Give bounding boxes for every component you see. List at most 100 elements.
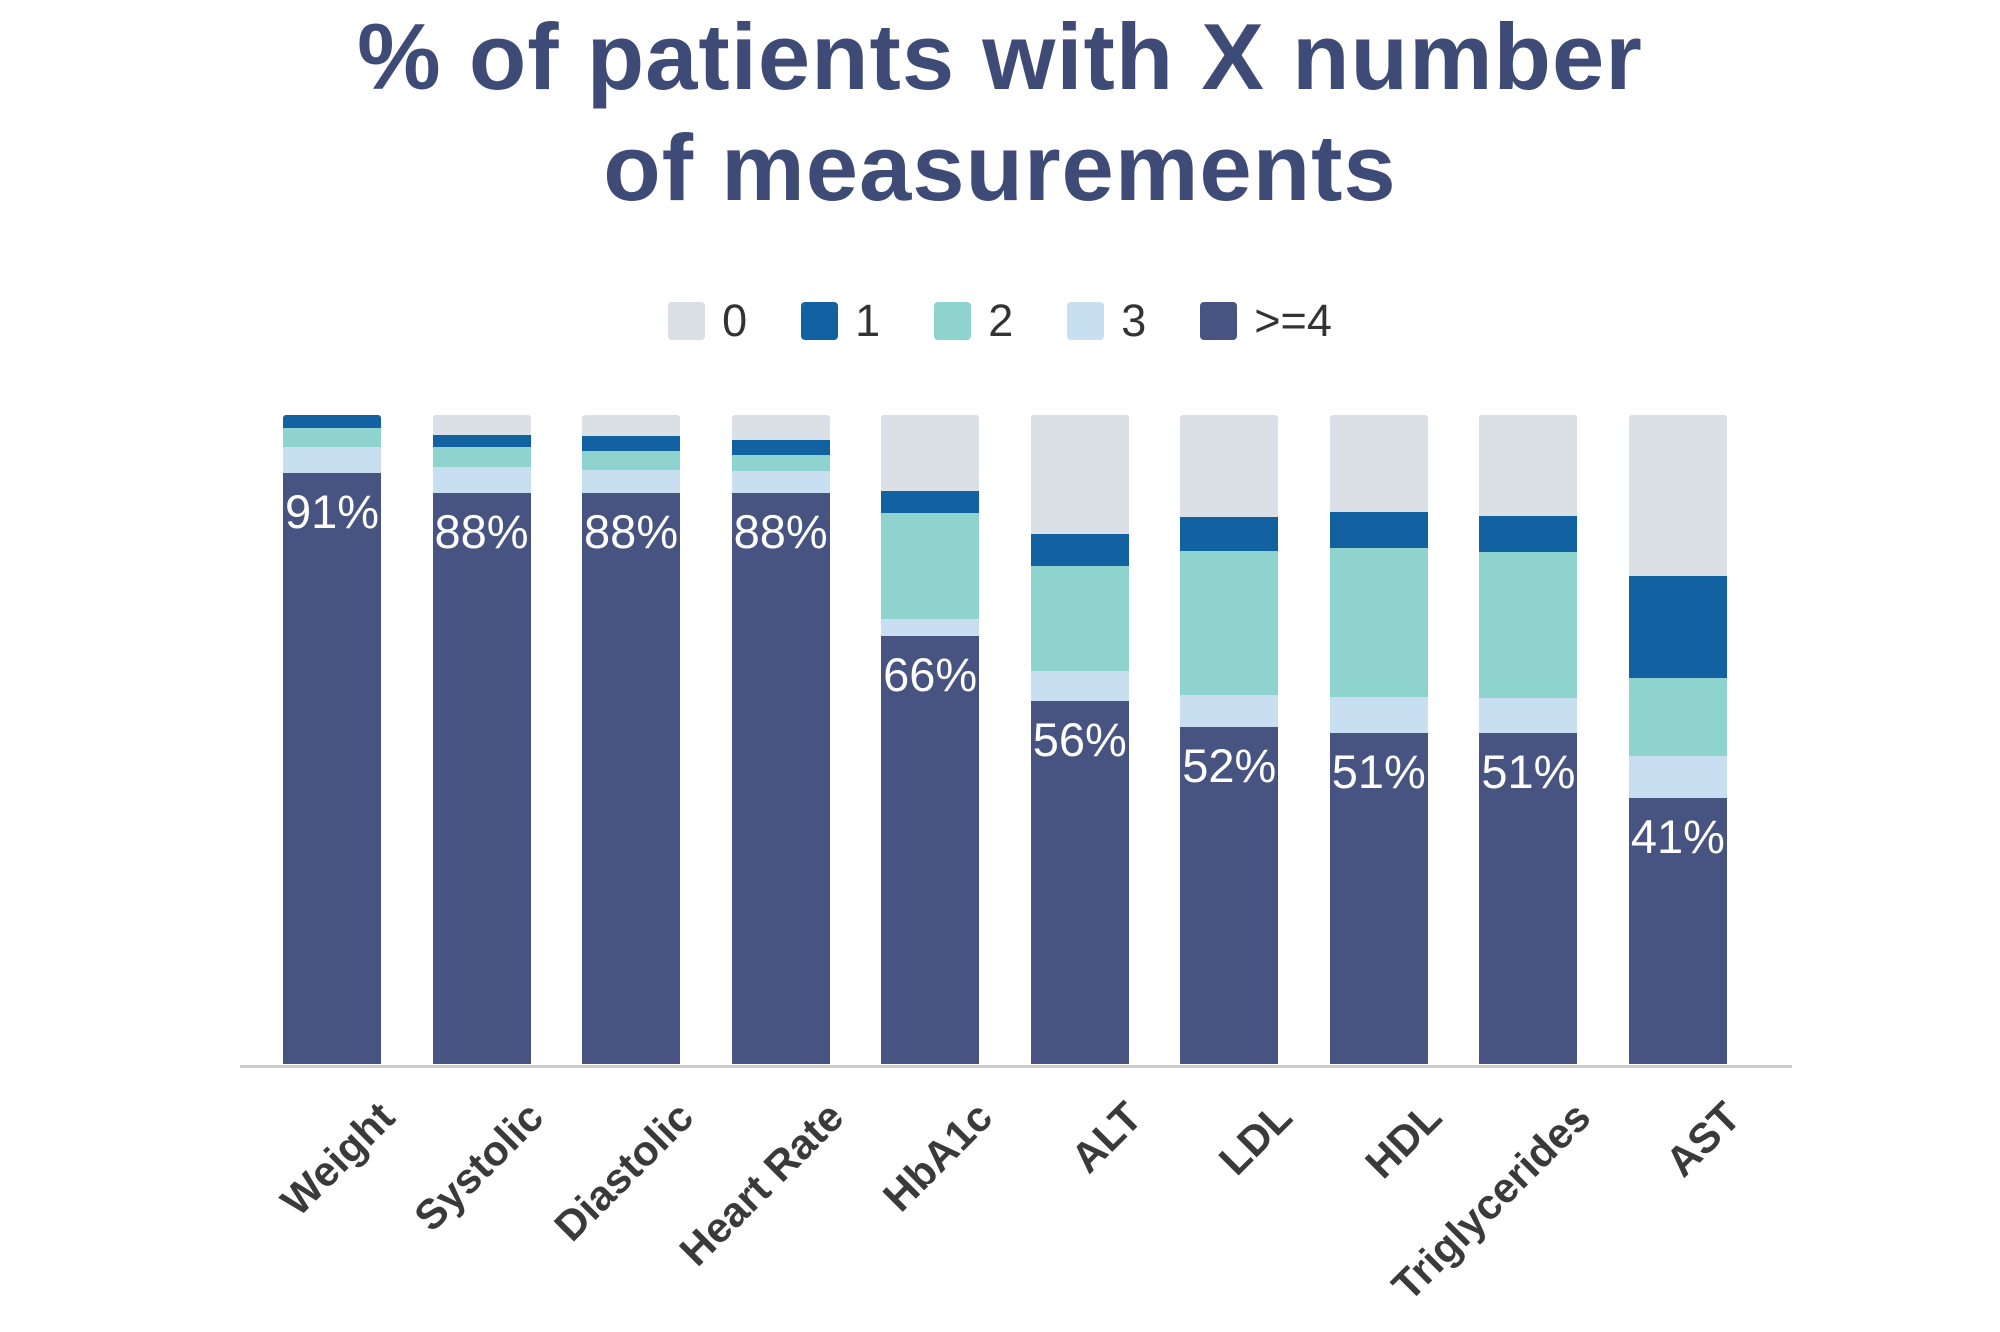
bar-segment-1 bbox=[1180, 516, 1279, 551]
bar-segment-0 bbox=[881, 415, 980, 491]
bar-segment-2 bbox=[1329, 548, 1428, 698]
bar-segment-ge4: 88% bbox=[582, 492, 681, 1064]
bar-segment-3 bbox=[283, 447, 381, 474]
bar-segment-2 bbox=[582, 450, 681, 471]
bar-hba1c: 66% bbox=[881, 415, 980, 1064]
bar-segment-3 bbox=[731, 470, 830, 493]
legend-swatch-icon bbox=[1067, 301, 1105, 340]
bar-segment-0 bbox=[432, 415, 531, 435]
bar-segment-0 bbox=[1030, 415, 1129, 535]
bar-value-label: 41% bbox=[1630, 809, 1725, 863]
bar-segment-ge4: 41% bbox=[1628, 797, 1727, 1064]
bar-segment-2 bbox=[1180, 550, 1279, 696]
bar-segment-3 bbox=[1628, 755, 1727, 798]
bar-ldl: 52% bbox=[1180, 415, 1279, 1064]
legend-swatch-icon bbox=[668, 301, 706, 340]
bars-container: 91% 88% 88% 88% 66% 56% 52% 51% 51% 41% bbox=[283, 415, 1727, 1064]
legend-label: 2 bbox=[988, 295, 1014, 346]
bar-value-label: 88% bbox=[434, 504, 529, 558]
bar-segment-ge4: 56% bbox=[1030, 700, 1129, 1064]
bar-alt: 56% bbox=[1030, 415, 1129, 1064]
bar-segment-3 bbox=[582, 470, 681, 493]
bar-segment-0 bbox=[1479, 415, 1578, 517]
bar-segment-ge4: 51% bbox=[1329, 733, 1428, 1064]
bar-hdl: 51% bbox=[1329, 415, 1428, 1064]
bar-diastolic: 88% bbox=[582, 415, 681, 1064]
bar-weight: 91% bbox=[283, 415, 381, 1064]
bar-value-label: 51% bbox=[1331, 745, 1426, 799]
bar-segment-ge4: 66% bbox=[881, 635, 980, 1064]
bar-segment-1 bbox=[1628, 575, 1727, 678]
bar-segment-3 bbox=[1479, 697, 1578, 734]
bar-segment-1 bbox=[881, 490, 980, 514]
x-axis-label-hdl: HDL bbox=[1355, 1092, 1451, 1188]
bar-segment-ge4: 91% bbox=[283, 473, 381, 1064]
bar-segment-1 bbox=[283, 415, 381, 428]
bar-value-label: 56% bbox=[1032, 712, 1127, 766]
chart-title-line-1: % of patients with X number bbox=[357, 4, 1643, 109]
bar-segment-2 bbox=[432, 447, 531, 467]
legend-swatch-icon bbox=[801, 301, 839, 340]
bar-segment-1 bbox=[432, 434, 531, 448]
bar-segment-3 bbox=[1180, 695, 1279, 727]
x-axis-label-alt: ALT bbox=[1062, 1092, 1151, 1182]
bar-value-label: 88% bbox=[733, 504, 828, 558]
x-axis-label-hba1c: HbA1c bbox=[874, 1092, 1002, 1221]
bar-segment-1 bbox=[731, 439, 830, 455]
bar-segment-ge4: 88% bbox=[432, 492, 531, 1064]
legend-swatch-icon bbox=[934, 301, 972, 340]
bar-segment-2 bbox=[1628, 677, 1727, 756]
bar-segment-3 bbox=[881, 618, 980, 636]
legend-item-3: 3 bbox=[1067, 298, 1146, 343]
legend-label: 1 bbox=[855, 295, 881, 346]
legend-item-4: >=4 bbox=[1200, 298, 1332, 343]
bar-triglycerides: 51% bbox=[1479, 415, 1578, 1064]
bar-heart-rate: 88% bbox=[731, 415, 830, 1064]
legend-item-2: 2 bbox=[934, 298, 1013, 343]
bar-segment-0 bbox=[1329, 415, 1428, 513]
bar-segment-2 bbox=[881, 513, 980, 619]
x-axis-label-weight: Weight bbox=[271, 1092, 404, 1225]
plot-area: 91% 88% 88% 88% 66% 56% 52% 51% 51% 41% bbox=[283, 415, 1727, 1064]
legend-swatch-icon bbox=[1200, 301, 1238, 340]
bar-segment-0 bbox=[731, 415, 830, 440]
legend: 0 1 2 3 >=4 bbox=[0, 298, 2000, 343]
bar-segment-3 bbox=[1030, 670, 1129, 701]
bar-value-label: 91% bbox=[284, 485, 380, 539]
chart-title-line-2: of measurements bbox=[603, 114, 1397, 220]
x-axis-label-systolic: Systolic bbox=[405, 1092, 553, 1241]
bar-segment-1 bbox=[582, 435, 681, 451]
bar-systolic: 88% bbox=[432, 415, 531, 1064]
bar-value-label: 51% bbox=[1481, 745, 1576, 799]
x-axis-label-heart-rate: Heart Rate bbox=[670, 1092, 852, 1275]
bar-segment-3 bbox=[1329, 697, 1428, 734]
legend-label: 3 bbox=[1121, 295, 1147, 346]
chart-title: % of patients with X number of measureme… bbox=[0, 2, 2000, 224]
x-axis-line bbox=[240, 1065, 1792, 1068]
bar-segment-ge4: 51% bbox=[1479, 733, 1578, 1064]
bar-segment-0 bbox=[1180, 415, 1279, 517]
bar-segment-3 bbox=[432, 466, 531, 493]
x-axis-label-ast: AST bbox=[1656, 1092, 1750, 1186]
bar-segment-1 bbox=[1329, 512, 1428, 549]
bar-segment-0 bbox=[1628, 415, 1727, 576]
bar-segment-ge4: 52% bbox=[1180, 726, 1279, 1064]
bar-segment-1 bbox=[1030, 534, 1129, 566]
bar-segment-0 bbox=[582, 415, 681, 436]
x-axis-label-diastolic: Diastolic bbox=[545, 1092, 703, 1250]
bar-segment-2 bbox=[1479, 551, 1578, 698]
bar-ast: 41% bbox=[1628, 415, 1727, 1064]
bar-segment-ge4: 88% bbox=[731, 492, 830, 1064]
bar-segment-2 bbox=[283, 428, 381, 448]
bar-segment-2 bbox=[1030, 565, 1129, 671]
bar-value-label: 88% bbox=[584, 504, 679, 558]
legend-item-1: 1 bbox=[801, 298, 880, 343]
bar-segment-1 bbox=[1479, 516, 1578, 552]
legend-label: >=4 bbox=[1254, 295, 1332, 346]
legend-label: 0 bbox=[722, 295, 748, 346]
bar-segment-2 bbox=[731, 454, 830, 471]
bar-value-label: 66% bbox=[883, 647, 978, 701]
legend-item-0: 0 bbox=[668, 298, 747, 343]
x-axis-label-ldl: LDL bbox=[1209, 1092, 1301, 1184]
